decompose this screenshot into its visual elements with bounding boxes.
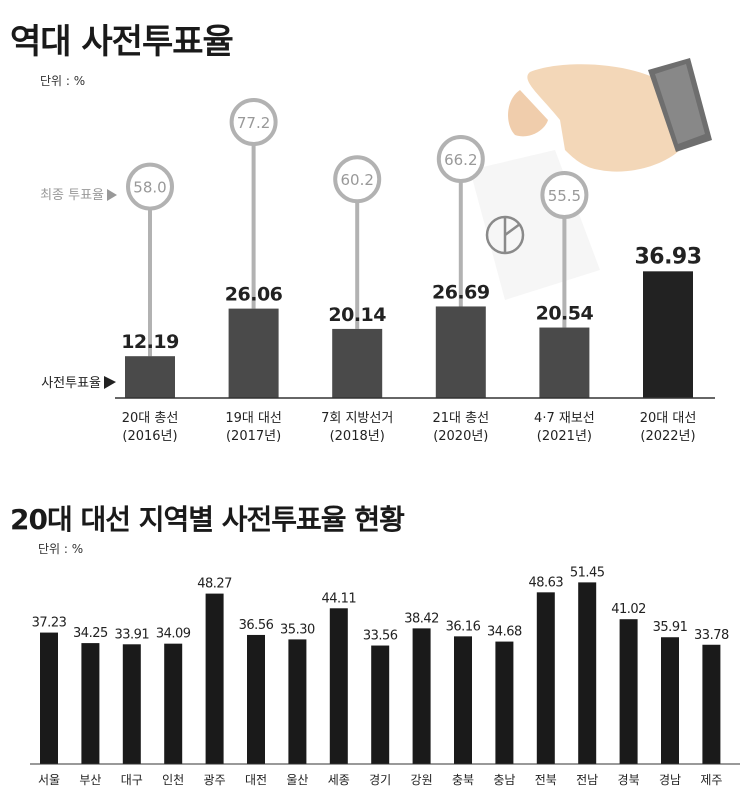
- category-label: 20대 총선: [122, 411, 179, 426]
- early-turnout-value: 36.93: [634, 244, 701, 269]
- region-bar: [247, 634, 265, 764]
- early-turnout-bar: [435, 306, 486, 398]
- region-bar: [122, 644, 141, 764]
- final-turnout-value: 60.2: [340, 171, 373, 189]
- region-label: 충남: [493, 773, 515, 787]
- chart1-unit: 단위 : %: [40, 74, 86, 88]
- region-bar: [536, 592, 555, 764]
- category-year: (2020년): [433, 429, 488, 444]
- chart1-svg: 최종 투표율 사전투표율 58.0 12.19 20대 총선 (2016년) 77.2 2…: [40, 58, 715, 444]
- region-value: 33.56: [363, 629, 398, 644]
- final-turnout-ring: [540, 171, 589, 219]
- region-value: 48.27: [197, 577, 232, 592]
- region-value: 51.45: [570, 565, 605, 580]
- region-bar: [702, 644, 721, 764]
- region-label: 서울: [38, 773, 60, 787]
- region-bar: [661, 637, 679, 764]
- region-label: 충북: [452, 773, 474, 787]
- region-bar: [40, 632, 58, 764]
- final-turnout-value: 58.0: [133, 179, 166, 197]
- chart2-unit: 단위 : %: [38, 542, 84, 556]
- early-turnout-arrow-icon: [104, 376, 116, 389]
- region-value: 34.09: [156, 627, 191, 642]
- region-bar: [164, 643, 183, 764]
- early-turnout-value: 20.14: [328, 304, 386, 326]
- early-turnout-bar: [125, 356, 175, 398]
- category-label: 21대 총선: [433, 411, 490, 426]
- region-label: 대전: [245, 773, 267, 787]
- region-bar: [619, 619, 638, 764]
- early-turnout-value: 20.54: [536, 303, 594, 325]
- region-bar: [288, 639, 307, 764]
- final-turnout-ring: [126, 162, 174, 211]
- chart2-title: 20대 대선 지역별 사전투표율 현황: [10, 503, 405, 536]
- region-label: 전북: [535, 773, 557, 787]
- region-bar: [412, 628, 431, 764]
- region-label: 대구: [121, 773, 143, 787]
- category-label: 20대 대선: [640, 411, 697, 426]
- region-bar: [81, 643, 100, 764]
- region-label: 경기: [369, 773, 391, 787]
- region-label: 광주: [204, 773, 226, 787]
- region-value: 33.91: [114, 627, 149, 642]
- early-turnout-bar: [228, 308, 279, 398]
- final-turnout-arrow-icon: [107, 189, 117, 201]
- region-bar: [495, 641, 514, 764]
- early-turnout-bar: [539, 327, 590, 398]
- region-bar: [578, 582, 597, 764]
- early-turnout-label: 사전투표율: [41, 376, 101, 391]
- region-bar: [371, 645, 390, 764]
- final-turnout-value: 66.2: [444, 151, 477, 169]
- chart1-title: 역대 사전투표율: [10, 22, 234, 62]
- region-label: 세종: [328, 773, 350, 787]
- hand-illustration: [508, 58, 712, 172]
- region-value: 48.63: [528, 575, 563, 590]
- region-value: 35.30: [280, 622, 315, 637]
- region-label: 전남: [576, 773, 598, 787]
- early-turnout-bar: [332, 328, 383, 398]
- region-value: 36.16: [446, 619, 481, 634]
- final-turnout-value: 55.5: [548, 187, 581, 205]
- region-label: 울산: [286, 773, 308, 787]
- category-label: 7회 지방선거: [321, 411, 393, 426]
- region-bar: [205, 593, 224, 764]
- region-value: 34.68: [487, 625, 522, 640]
- ballot-illustration: [470, 150, 600, 300]
- category-year: (2016년): [122, 429, 177, 444]
- category-year: (2022년): [640, 429, 695, 444]
- region-label: 인천: [162, 772, 184, 787]
- region-value: 37.23: [32, 616, 67, 631]
- region-value: 41.02: [611, 602, 646, 617]
- category-year: (2017년): [226, 429, 281, 444]
- final-turnout-ring: [436, 135, 485, 184]
- region-bar: [454, 636, 472, 764]
- category-label: 19대 대선: [225, 411, 282, 426]
- region-label: 경북: [618, 773, 640, 787]
- early-turnout-value: 26.69: [432, 281, 490, 303]
- category-year: (2018년): [330, 429, 385, 444]
- category-year: (2021년): [537, 429, 592, 444]
- final-turnout-value: 77.2: [237, 114, 270, 132]
- early-turnout-value: 26.06: [225, 284, 283, 306]
- region-value: 35.91: [653, 620, 688, 635]
- region-label: 부산: [79, 773, 101, 787]
- early-turnout-bar: [643, 271, 693, 398]
- region-label: 제주: [700, 773, 722, 787]
- region-value: 44.11: [321, 591, 356, 606]
- region-value: 36.56: [239, 618, 274, 633]
- final-turnout-ring: [333, 155, 382, 204]
- category-label: 4·7 재보선: [534, 411, 595, 426]
- region-value: 38.42: [404, 611, 439, 626]
- region-label: 경남: [659, 773, 681, 787]
- final-turnout-ring: [229, 98, 278, 146]
- region-value: 34.25: [73, 626, 108, 641]
- region-bar: [329, 608, 348, 764]
- region-value: 33.78: [694, 628, 729, 643]
- final-turnout-label: 최종 투표율: [40, 188, 104, 203]
- early-turnout-value: 12.19: [121, 331, 179, 353]
- region-label: 강원: [411, 773, 433, 787]
